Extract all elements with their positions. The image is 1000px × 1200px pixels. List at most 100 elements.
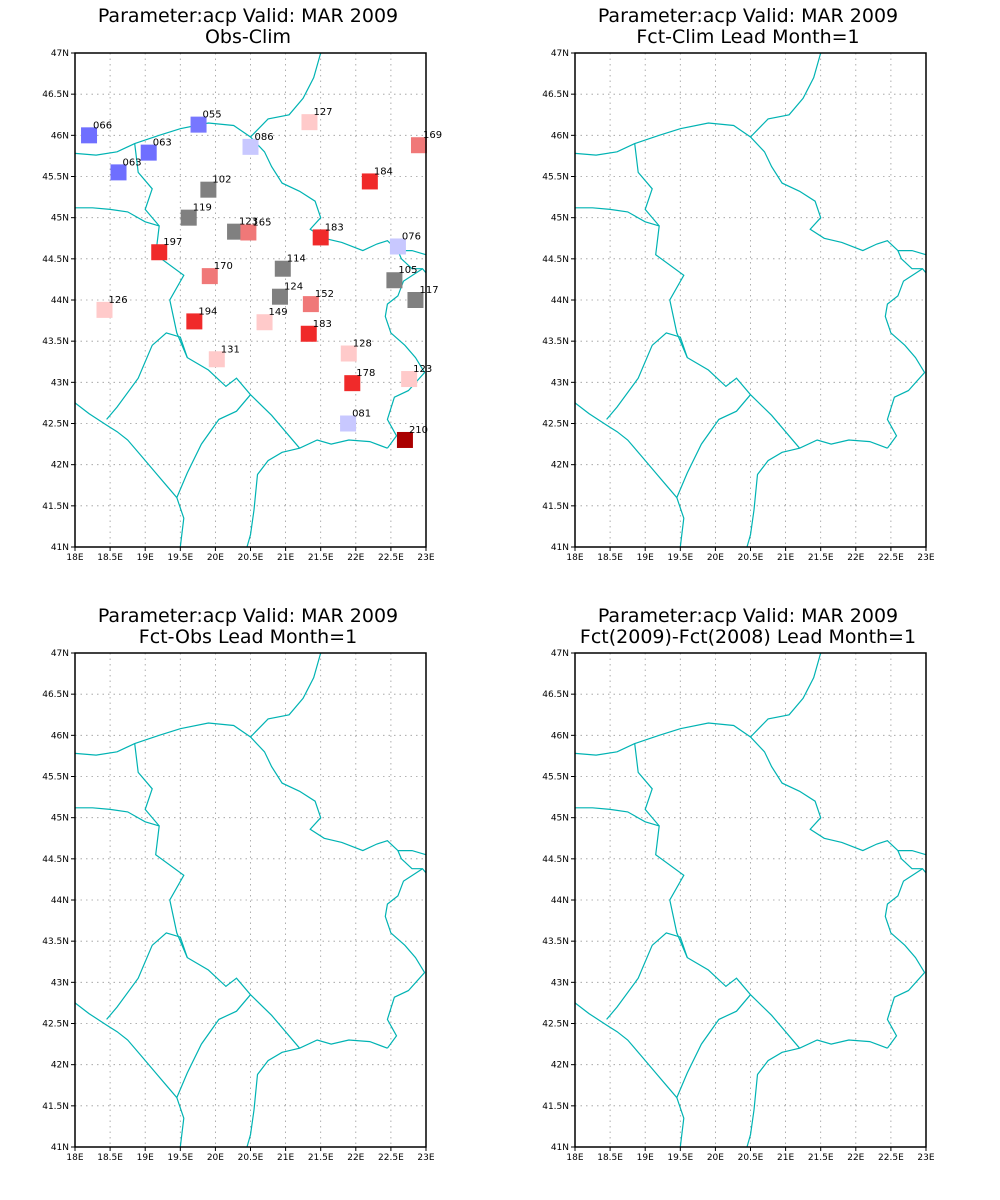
lat-tick-label: 43N bbox=[551, 978, 569, 988]
station-label: 152 bbox=[315, 289, 334, 300]
lon-tick-label: 18E bbox=[566, 1153, 583, 1163]
lon-tick-label: 19E bbox=[137, 553, 154, 563]
station-label: 114 bbox=[287, 254, 306, 265]
lat-tick-label: 42.5N bbox=[542, 420, 569, 430]
lon-tick-label: 22E bbox=[347, 1153, 364, 1163]
lat-tick-label: 46.5N bbox=[542, 690, 569, 700]
station-marker bbox=[302, 296, 319, 313]
station-marker bbox=[274, 260, 291, 277]
lat-tick-label: 44.5N bbox=[42, 255, 69, 265]
border-line bbox=[246, 1039, 388, 1147]
station-marker bbox=[344, 375, 361, 392]
station-marker bbox=[200, 181, 217, 198]
station-label: 183 bbox=[313, 319, 332, 330]
lat-tick-label: 41N bbox=[51, 1143, 69, 1153]
lon-tick-label: 18.5E bbox=[597, 1153, 623, 1163]
station-label: 055 bbox=[203, 110, 222, 121]
station-marker bbox=[96, 301, 113, 318]
station-marker bbox=[151, 244, 168, 261]
lat-tick-label: 46N bbox=[551, 131, 569, 141]
lon-tick-label: 23E bbox=[917, 1153, 934, 1163]
lon-tick-label: 20E bbox=[207, 553, 224, 563]
lon-tick-label: 21E bbox=[277, 553, 294, 563]
lon-tick-label: 19.5E bbox=[167, 553, 193, 563]
border-line bbox=[384, 268, 426, 449]
lat-tick-label: 46N bbox=[51, 131, 69, 141]
lat-tick-label: 41.5N bbox=[542, 502, 569, 512]
station-marker bbox=[81, 127, 98, 144]
station-marker bbox=[201, 268, 218, 285]
map-title: Parameter:acp Valid: MAR 2009 bbox=[598, 5, 898, 27]
station-marker bbox=[300, 325, 317, 342]
station-label: 123 bbox=[413, 364, 432, 375]
lat-tick-label: 45.5N bbox=[542, 173, 569, 183]
lon-tick-label: 23E bbox=[917, 553, 934, 563]
station-label: 210 bbox=[409, 425, 428, 436]
lat-tick-label: 45N bbox=[51, 814, 69, 824]
border-line bbox=[676, 394, 751, 498]
station-marker bbox=[386, 272, 403, 289]
lat-tick-label: 42N bbox=[51, 1061, 69, 1071]
lat-tick-label: 45.5N bbox=[42, 173, 69, 183]
border-line bbox=[106, 932, 301, 1049]
lon-tick-label: 21.5E bbox=[808, 1153, 834, 1163]
lat-tick-label: 47N bbox=[551, 49, 569, 59]
border-line bbox=[397, 850, 426, 856]
station-label: 063 bbox=[123, 157, 142, 168]
lat-tick-label: 41N bbox=[551, 1143, 569, 1153]
map-panel-fct-diff: Parameter:acp Valid: MAR 2009 Fct(2009)-F… bbox=[500, 600, 1000, 1200]
lat-tick-label: 43N bbox=[51, 978, 69, 988]
map-frame bbox=[574, 652, 927, 1148]
map-subtitle: Obs-Clim bbox=[205, 26, 291, 48]
lon-tick-label: 19E bbox=[637, 1153, 654, 1163]
country-borders bbox=[575, 53, 926, 547]
lon-tick-label: 20E bbox=[707, 1153, 724, 1163]
border-line bbox=[106, 332, 301, 449]
map-panel-fct-clim: Parameter:acp Valid: MAR 2009 Fct-Clim Le… bbox=[500, 0, 1000, 600]
border-line bbox=[884, 268, 926, 449]
lat-tick-label: 44.5N bbox=[542, 255, 569, 265]
station-label: 165 bbox=[252, 217, 271, 228]
border-line bbox=[75, 722, 426, 874]
lon-tick-label: 19E bbox=[137, 1153, 154, 1163]
border-line bbox=[176, 394, 251, 498]
lon-tick-label: 22.5E bbox=[878, 1153, 904, 1163]
station-marker bbox=[389, 238, 406, 255]
map-title: Parameter:acp Valid: MAR 2009 bbox=[98, 5, 398, 27]
lat-tick-label: 46.5N bbox=[542, 90, 569, 100]
border-line bbox=[246, 439, 388, 547]
lon-tick-label: 22.5E bbox=[878, 553, 904, 563]
station-marker bbox=[410, 137, 427, 154]
station-label: 066 bbox=[93, 120, 112, 131]
lon-tick-label: 18E bbox=[66, 1153, 83, 1163]
station-marker bbox=[140, 144, 157, 161]
lon-tick-label: 22E bbox=[847, 1153, 864, 1163]
lon-tick-label: 21.5E bbox=[308, 1153, 334, 1163]
lat-tick-label: 42N bbox=[551, 1061, 569, 1071]
border-line bbox=[384, 868, 426, 1049]
lat-tick-label: 41.5N bbox=[542, 1102, 569, 1112]
lat-tick-label: 42N bbox=[551, 461, 569, 471]
station-marker bbox=[271, 288, 288, 305]
border-line bbox=[897, 850, 926, 856]
station-label: 149 bbox=[269, 307, 288, 318]
station-label: 076 bbox=[402, 231, 421, 242]
lat-tick-label: 44N bbox=[551, 896, 569, 906]
border-line bbox=[750, 53, 822, 138]
border-line bbox=[746, 439, 888, 547]
lat-tick-label: 41N bbox=[551, 543, 569, 553]
lon-tick-label: 20.5E bbox=[738, 1153, 764, 1163]
station-marker bbox=[110, 164, 127, 181]
station-marker bbox=[340, 415, 357, 432]
map-title: Parameter:acp Valid: MAR 2009 bbox=[98, 605, 398, 627]
lon-tick-label: 21.5E bbox=[308, 553, 334, 563]
station-label: 169 bbox=[423, 130, 442, 141]
lat-tick-label: 45N bbox=[551, 214, 569, 224]
lat-tick-label: 43.5N bbox=[42, 937, 69, 947]
station-label: 086 bbox=[255, 132, 274, 143]
lat-tick-label: 43.5N bbox=[542, 337, 569, 347]
station-marker bbox=[401, 371, 418, 388]
station-label: 170 bbox=[214, 261, 233, 272]
